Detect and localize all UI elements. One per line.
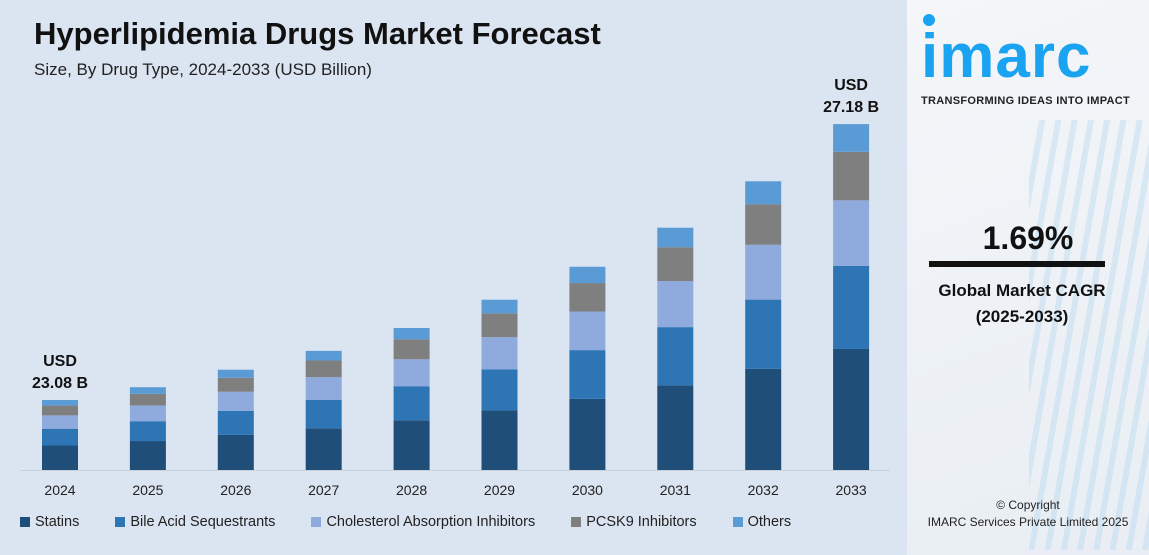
bar-segment-others-2031 (657, 227, 694, 248)
bar-segment-statins-2028 (393, 420, 430, 470)
bar-segment-cholesterol-absorption-inhibitors-2024 (42, 415, 78, 429)
x-tick-label: 2025 (132, 482, 163, 498)
legend-label: Bile Acid Sequestrants (130, 514, 276, 530)
chart-title: Hyperlipidemia Drugs Market Forecast (34, 16, 601, 51)
bar-segment-statins-2026 (217, 434, 254, 470)
bar-segment-cholesterol-absorption-inhibitors-2025 (129, 405, 166, 422)
bar-segment-pcsk9-inhibitors-2026 (217, 377, 254, 392)
copyright-symbol: © Copyright (996, 498, 1060, 512)
legend: Statins Bile Acid Sequestrants Cholesterol… (20, 514, 827, 530)
bar-segment-bile-acid-sequestrants-2024 (42, 428, 78, 446)
bar-segment-statins-2027 (305, 428, 342, 470)
bar-segment-others-2024 (42, 400, 78, 406)
bar-segment-others-2026 (217, 369, 254, 378)
total-annotation: USD (43, 353, 77, 370)
cagr-period: (2025-2033) (975, 307, 1069, 326)
legend-item: Others (732, 514, 792, 530)
bar-segment-others-2033 (833, 124, 870, 152)
total-annotation: 27.18 B (823, 99, 879, 116)
bar-segment-cholesterol-absorption-inhibitors-2027 (305, 377, 342, 400)
chart-subtitle: Size, By Drug Type, 2024-2033 (USD Billi… (34, 60, 372, 79)
bar-segment-others-2029 (481, 299, 518, 314)
bar-segment-statins-2030 (569, 398, 606, 470)
bar-segment-others-2030 (569, 266, 606, 284)
imarc-logo: imarc (921, 22, 1092, 91)
bar-segment-statins-2029 (481, 410, 518, 470)
bar-segment-pcsk9-inhibitors-2029 (481, 313, 518, 338)
logo-tagline: TRANSFORMING IDEAS INTO IMPACT (921, 95, 1131, 107)
divider (929, 261, 1105, 267)
bar-segment-bile-acid-sequestrants-2029 (481, 369, 518, 411)
bar-segment-pcsk9-inhibitors-2033 (833, 151, 870, 201)
legend-item: Statins (20, 514, 79, 530)
bar-segment-bile-acid-sequestrants-2028 (393, 386, 430, 421)
bar-segment-bile-acid-sequestrants-2033 (833, 265, 870, 349)
bar-segment-statins-2025 (129, 441, 166, 470)
x-tick-label: 2024 (44, 482, 75, 498)
x-tick-label: 2030 (572, 482, 603, 498)
cagr-label: Global Market CAGR (2025-2033) (907, 278, 1137, 330)
chart-panel: Hyperlipidemia Drugs Market Forecast Siz… (0, 0, 907, 555)
background-chart-graphic (1029, 120, 1149, 550)
bar-segment-pcsk9-inhibitors-2028 (393, 339, 430, 360)
legend-item: Bile Acid Sequestrants (115, 514, 275, 530)
legend-label: PCSK9 Inhibitors (586, 514, 697, 530)
bar-segment-others-2032 (745, 181, 782, 205)
legend-swatch (732, 517, 743, 527)
bar-segment-pcsk9-inhibitors-2027 (305, 360, 342, 378)
bar-segment-cholesterol-absorption-inhibitors-2031 (657, 281, 694, 328)
x-tick-label: 2031 (660, 482, 691, 498)
bar-segment-pcsk9-inhibitors-2025 (129, 393, 166, 406)
legend-item: Cholesterol Absorption Inhibitors (311, 514, 535, 530)
company-name: IMARC Services Private Limited 2025 (927, 515, 1129, 529)
cagr-value: 1.69% (982, 220, 1074, 256)
copyright: © Copyright IMARC Services Private Limit… (907, 497, 1149, 531)
bar-segment-statins-2032 (745, 368, 782, 470)
bar-segment-pcsk9-inhibitors-2031 (657, 247, 694, 282)
logo-dot (923, 14, 935, 26)
total-annotation: USD (834, 77, 868, 94)
bar-segment-bile-acid-sequestrants-2030 (569, 350, 606, 399)
bar-segment-others-2025 (129, 387, 166, 394)
bar-segment-others-2027 (305, 350, 342, 361)
legend-label: Cholesterol Absorption Inhibitors (326, 514, 536, 530)
stacked-bar-chart: 2024 USD 23.08 B 2025 2026 2027 2028 2029 2030 20… (20, 77, 890, 498)
x-tick-label: 2032 (748, 482, 779, 498)
bar-segment-statins-2024 (42, 445, 78, 470)
bar-segment-cholesterol-absorption-inhibitors-2032 (745, 244, 782, 300)
bar-segment-bile-acid-sequestrants-2027 (305, 399, 342, 429)
bar-segment-cholesterol-absorption-inhibitors-2029 (481, 337, 518, 370)
legend-item: PCSK9 Inhibitors (571, 514, 697, 530)
x-tick-label: 2026 (220, 482, 251, 498)
bar-segment-others-2028 (393, 327, 430, 340)
legend-swatch (115, 517, 126, 527)
bar-segment-pcsk9-inhibitors-2032 (745, 204, 782, 245)
x-tick-label: 2033 (836, 482, 867, 498)
bar-segment-cholesterol-absorption-inhibitors-2030 (569, 311, 606, 351)
x-tick-label: 2029 (484, 482, 515, 498)
legend-swatch (20, 517, 30, 527)
bar-segment-cholesterol-absorption-inhibitors-2028 (393, 359, 430, 387)
bar-segment-statins-2033 (833, 348, 870, 470)
brand-panel: imarc TRANSFORMING IDEAS INTO IMPACT 1.6… (907, 0, 1149, 555)
bar-segment-pcsk9-inhibitors-2024 (42, 405, 78, 416)
legend-label: Others (747, 514, 792, 530)
bar-segment-cholesterol-absorption-inhibitors-2033 (833, 200, 870, 266)
legend-swatch (311, 517, 322, 527)
legend-swatch (571, 517, 582, 527)
cagr-label-text: Global Market CAGR (938, 281, 1106, 300)
bar-segment-bile-acid-sequestrants-2025 (129, 421, 166, 442)
bar-segment-bile-acid-sequestrants-2032 (745, 299, 782, 369)
bar-segment-pcsk9-inhibitors-2030 (569, 283, 606, 312)
bar-segment-statins-2031 (657, 385, 694, 470)
legend-label: Statins (35, 514, 80, 530)
total-annotation: 23.08 B (32, 375, 88, 392)
x-tick-label: 2027 (308, 482, 339, 498)
bar-segment-bile-acid-sequestrants-2026 (217, 410, 254, 435)
x-tick-label: 2028 (396, 482, 427, 498)
bar-segment-cholesterol-absorption-inhibitors-2026 (217, 391, 254, 411)
bar-segment-bile-acid-sequestrants-2031 (657, 327, 694, 386)
